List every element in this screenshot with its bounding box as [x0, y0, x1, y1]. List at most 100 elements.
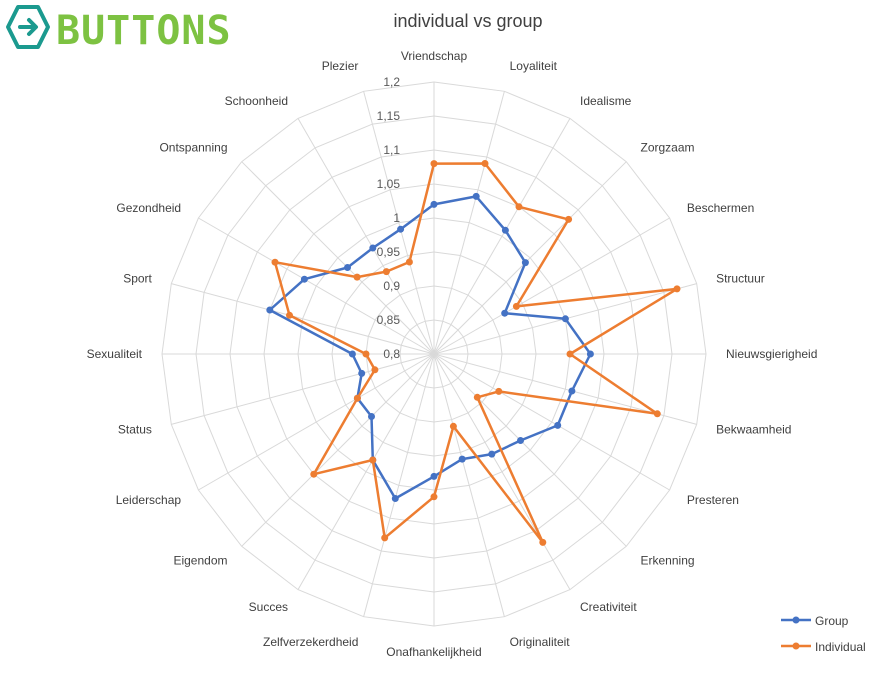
category-label: Schoonheid [225, 94, 288, 108]
category-label: Nieuwsgierigheid [726, 347, 817, 361]
data-point-group [517, 437, 524, 444]
data-point-individual [353, 273, 361, 281]
radial-tick-label: 1,15 [377, 109, 401, 123]
radial-tick-label: 0,95 [377, 245, 401, 259]
category-label: Vriendschap [401, 49, 468, 63]
data-point-individual [271, 258, 279, 266]
data-point-individual [310, 470, 318, 478]
radar-series [266, 160, 681, 546]
grid-spoke [363, 91, 435, 355]
grid-spoke [433, 118, 571, 355]
series-line-individual [273, 162, 679, 544]
legend-group-marker [792, 616, 800, 624]
data-point-individual [381, 534, 389, 542]
data-point-individual [430, 493, 438, 501]
radial-tick-label: 1,05 [377, 177, 401, 191]
radial-tick-label: 1,2 [383, 75, 400, 89]
data-point-group [300, 275, 308, 283]
data-point-group [458, 455, 466, 463]
category-label: Eigendom [173, 554, 227, 568]
grid-spoke [171, 353, 435, 425]
grid-spoke [297, 118, 435, 355]
data-point-individual [565, 215, 573, 223]
category-label: Sport [123, 271, 152, 285]
data-point-individual [495, 387, 503, 395]
category-label: Succes [249, 600, 288, 614]
data-point-group [586, 350, 594, 358]
grid-spoke [363, 353, 435, 617]
logo-text: BUTTONS [56, 8, 232, 54]
data-point-individual [362, 350, 370, 358]
data-point-individual [286, 311, 293, 319]
data-point-individual [512, 302, 520, 310]
data-point-individual [539, 538, 547, 546]
category-label: Zorgzaam [641, 141, 695, 155]
data-point-group [521, 259, 529, 267]
data-point-individual [430, 160, 438, 168]
grid-spoke [433, 353, 505, 617]
data-point-individual [449, 422, 457, 430]
data-point-individual [673, 285, 681, 293]
grid-spoke [171, 283, 435, 355]
category-label: Idealisme [580, 94, 632, 108]
data-point-individual [481, 160, 489, 167]
data-point-group [561, 315, 569, 323]
category-label: Bekwaamheid [716, 423, 791, 437]
radar-category-labels: Vriendschap Loyaliteit Idealisme Zorgzaam Be… [87, 49, 818, 659]
radial-tick-label: 0,8 [383, 347, 400, 361]
data-point-group [554, 421, 562, 429]
grid-spoke [433, 161, 627, 355]
radial-tick-label: 1 [393, 211, 400, 225]
legend-group-label: Group [815, 614, 849, 628]
category-label: Ontspanning [159, 141, 227, 155]
data-point-group [358, 369, 366, 377]
radar-tick-labels: 0,8 0,85 0,9 0,95 1 1,05 1,1 1,15 1,2 [377, 75, 401, 361]
data-point-group [397, 225, 405, 233]
chart-legend: Group Individual [781, 614, 866, 654]
category-label: Presteren [687, 493, 739, 507]
category-label: Status [118, 423, 152, 437]
data-point-group [501, 226, 509, 234]
data-point-group [472, 192, 480, 200]
radial-tick-label: 1,1 [383, 143, 400, 157]
data-point-group [430, 472, 438, 480]
grid-spoke [433, 353, 571, 590]
category-label: Beschermen [687, 201, 754, 215]
data-point-group [501, 309, 509, 317]
data-point-group [391, 495, 399, 502]
legend-individual-marker [792, 642, 800, 650]
category-label: Structuur [716, 271, 765, 285]
radial-tick-label: 0,85 [377, 313, 401, 327]
grid-spoke [433, 217, 670, 355]
data-point-group [344, 264, 351, 271]
arrow-logo-icon [6, 5, 50, 49]
category-label: Creativiteit [580, 600, 637, 614]
data-point-individual [653, 410, 661, 418]
category-label: Leiderschap [116, 493, 182, 507]
data-point-group [368, 413, 375, 420]
data-point-individual [382, 268, 390, 276]
category-label: Sexualiteit [87, 347, 143, 361]
grid-spoke [433, 353, 670, 491]
chart-title: individual vs group [393, 11, 542, 31]
category-label: Zelfverzekerdheid [263, 635, 358, 649]
data-point-group [488, 450, 496, 458]
grid-spoke [433, 353, 627, 547]
radial-tick-label: 0,9 [383, 279, 400, 293]
data-point-group [266, 306, 274, 314]
data-point-group [348, 350, 356, 358]
grid-spoke [241, 161, 435, 355]
data-point-individual [371, 366, 379, 374]
grid-spoke [241, 353, 435, 547]
data-point-group [568, 387, 576, 395]
category-label: Plezier [322, 59, 359, 73]
data-point-individual [369, 456, 377, 464]
category-label: Erkenning [641, 554, 695, 568]
data-point-individual [566, 350, 574, 358]
data-point-individual [405, 258, 413, 266]
data-point-individual [353, 394, 361, 402]
category-label: Gezondheid [116, 201, 181, 215]
category-label: Onafhankelijkheid [386, 645, 481, 659]
category-label: Loyaliteit [510, 59, 558, 73]
